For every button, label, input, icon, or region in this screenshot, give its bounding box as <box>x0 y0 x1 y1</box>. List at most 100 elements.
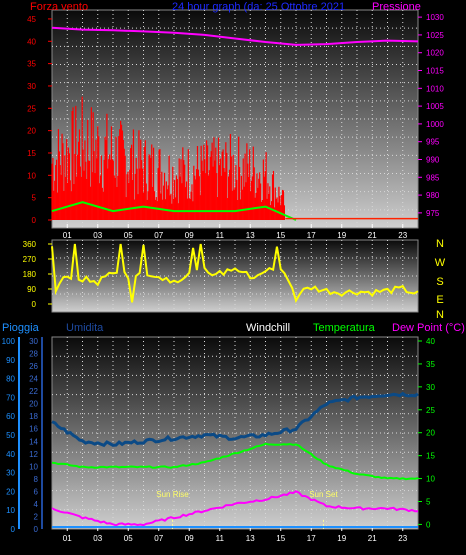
rain-tick-label: 70 <box>6 393 15 402</box>
direction-y-axis-left: 0 90 180 270 360 <box>23 240 52 309</box>
x-tick-label: 23 <box>398 534 407 543</box>
wind-tick-label: 0 <box>32 216 37 225</box>
temperature-line <box>51 442 419 481</box>
humidity-tick-label: 30 <box>29 337 38 346</box>
sun-annotations: Sun Rise Sun Set <box>156 490 338 529</box>
legend-dewpoint: Dew Point (°C) <box>392 322 465 334</box>
temp-tick-label: 15 <box>426 452 435 461</box>
x-tick-label: 19 <box>337 231 346 240</box>
humidity-line <box>51 391 419 448</box>
direction-grid <box>52 240 418 312</box>
compass-label: E <box>436 294 443 306</box>
temp-tick-label: 35 <box>426 360 435 369</box>
x-tick-label: 13 <box>246 534 255 543</box>
direction-tick-label: 180 <box>23 270 37 279</box>
wind-tick-label: 15 <box>27 149 36 158</box>
humidity-tick-label: 28 <box>29 350 38 359</box>
temp-tick-label: 5 <box>426 497 431 506</box>
x-tick-label: 15 <box>276 534 285 543</box>
humidity-tick-label: 16 <box>29 425 38 434</box>
pressure-y-axis-right: 975 980 985 990 995 1000 1005 1010 1015 1020 1025 1… <box>418 13 444 218</box>
pressure-tick-label: 1010 <box>426 84 444 93</box>
x-tick-label: 05 <box>124 534 133 543</box>
x-tick-label: 03 <box>93 231 102 240</box>
x-tick-label: 21 <box>368 534 377 543</box>
direction-tick-label: 90 <box>27 285 36 294</box>
rain-tick-label: 20 <box>6 487 15 496</box>
x-tick-label: 15 <box>276 231 285 240</box>
wind-tick-label: 25 <box>27 104 36 113</box>
pressure-axis-title: Pressione <box>372 1 421 13</box>
humidity-tick-label: 8 <box>34 475 39 484</box>
compass-label: N <box>436 309 444 321</box>
x-tick-label: 17 <box>307 231 316 240</box>
pressure-tick-label: 975 <box>426 209 440 218</box>
pressure-tick-label: 1000 <box>426 120 444 129</box>
x-tick-label: 11 <box>216 231 225 240</box>
pressure-tick-label: 985 <box>426 173 440 182</box>
humidity-tick-label: 0 <box>34 525 39 534</box>
legend-temperature: Temperatura <box>313 322 376 334</box>
x-tick-label: 01 <box>63 231 72 240</box>
wind-tick-label: 5 <box>32 194 37 203</box>
humidity-tick-label: 20 <box>29 400 38 409</box>
humidity-tick-label: 10 <box>29 462 38 471</box>
humidity-tick-label: 14 <box>29 437 38 446</box>
legend-windchill: Windchill <box>246 322 290 334</box>
temp-tick-label: 20 <box>426 429 435 438</box>
temp-tick-label: 40 <box>426 337 435 346</box>
wind-tick-label: 40 <box>27 37 36 46</box>
wind-direction-line <box>51 243 419 304</box>
x-tick-label: 23 <box>398 231 407 240</box>
humidity-tick-label: 12 <box>29 450 38 459</box>
wind-tick-label: 35 <box>27 60 36 69</box>
x-tick-label: 07 <box>154 231 163 240</box>
rain-tick-label: 90 <box>6 356 15 365</box>
humidity-tick-label: 24 <box>29 375 38 384</box>
wind-tick-label: 30 <box>27 82 36 91</box>
compass-label: N <box>436 238 444 250</box>
pressure-tick-label: 1020 <box>426 49 444 58</box>
humidity-tick-label: 26 <box>29 362 38 371</box>
wind-tick-label: 45 <box>27 15 36 24</box>
pressure-tick-label: 1005 <box>426 102 444 111</box>
rain-tick-label: 60 <box>6 412 15 421</box>
rain-tick-label: 10 <box>6 506 15 515</box>
sun-mark-label: Sun Rise <box>156 490 189 499</box>
humidity-tick-label: 2 <box>34 512 39 521</box>
rain-tick-label: 100 <box>2 337 16 346</box>
temp-tick-label: 0 <box>426 520 431 529</box>
pressure-tick-label: 1025 <box>426 31 444 40</box>
wind-x-axis: 01 03 05 07 09 11 13 15 17 19 21 23 <box>63 224 408 240</box>
wind-average-line <box>51 201 297 221</box>
pressure-tick-label: 980 <box>426 191 440 200</box>
temperature-y-axis-right: 0 5 10 15 20 25 30 35 40 <box>418 337 435 529</box>
temp-grid <box>52 337 418 529</box>
direction-tick-label: 360 <box>23 240 37 249</box>
temp-tick-label: 30 <box>426 383 435 392</box>
rain-tick-label: 40 <box>6 450 15 459</box>
legend-rain: Pioggia <box>2 322 40 334</box>
wind-axis-title: Forza vento <box>30 1 88 13</box>
pressure-tick-label: 995 <box>426 138 440 147</box>
legend-humidity: Umidita <box>66 322 104 334</box>
humidity-tick-label: 22 <box>29 387 38 396</box>
rain-tick-label: 0 <box>11 525 16 534</box>
x-tick-label: 21 <box>368 231 377 240</box>
wind-y-axis-left: 0 5 10 15 20 25 30 35 40 45 <box>27 15 52 225</box>
pressure-tick-label: 1015 <box>426 67 444 76</box>
temp-tick-label: 25 <box>426 406 435 415</box>
rain-y-axis: 0 10 20 30 40 50 60 70 80 90 100 <box>2 337 20 534</box>
compass-label: S <box>436 276 443 288</box>
humidity-tick-label: 4 <box>34 500 39 509</box>
direction-tick-label: 0 <box>32 300 37 309</box>
compass-label: W <box>435 257 446 269</box>
wind-tick-label: 20 <box>27 127 36 136</box>
x-tick-label: 13 <box>246 231 255 240</box>
rain-tick-label: 30 <box>6 469 15 478</box>
sun-mark-label: Sun Set <box>309 490 338 499</box>
x-tick-label: 19 <box>337 534 346 543</box>
rain-tick-label: 80 <box>6 375 15 384</box>
